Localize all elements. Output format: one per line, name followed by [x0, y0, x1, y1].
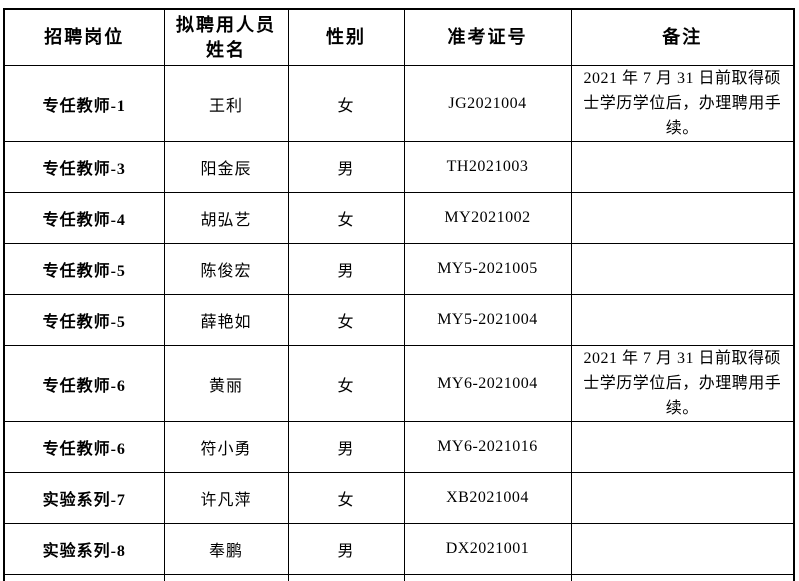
name-cell: 陈俊宏	[163, 243, 289, 295]
gender-cell: 女	[287, 472, 405, 524]
position-cell: 实验系列-7	[3, 472, 165, 524]
exam-number-cell: MY6-2021016	[403, 421, 572, 473]
column-header-3: 准考证号	[403, 8, 572, 66]
column-header-0: 招聘岗位	[3, 8, 165, 66]
name-cell: 胡弘艺	[163, 192, 289, 244]
position-cell: 专任教师-6	[3, 421, 165, 473]
position-cell: 专任教师-3	[3, 141, 165, 193]
name-cell: 黄丽	[163, 345, 289, 422]
position-cell: 专任教师-5	[3, 243, 165, 295]
column-header-4: 备注	[570, 8, 795, 66]
position-cell: 专任教师-1	[3, 65, 165, 142]
remark-cell	[570, 472, 795, 524]
exam-number-cell: YW2021006	[403, 574, 572, 581]
remark-cell: 2021 年 7 月 31 日前取得硕士学历学位后，办理聘用手续。	[570, 65, 795, 142]
header-row: 招聘岗位 拟聘用人员 姓名 性别 准考证号 备注	[3, 8, 795, 66]
table-row: 实验系列-7 许凡萍女 XB2021004	[3, 472, 795, 524]
remark-cell	[570, 294, 795, 346]
table-row: 专任教师-6 黄丽女 MY6-2021004 2021 年 7 月 31 日前取得硕士…	[3, 345, 795, 422]
name-cell: 王利	[163, 65, 289, 142]
table-row: 专任教师-4 胡弘艺女 MY2021002	[3, 192, 795, 244]
gender-cell: 女	[287, 294, 405, 346]
table-row: 专任教师-1 王利女 JG2021004 2021 年 7 月 31 日前取得硕士学历…	[3, 65, 795, 142]
table-row: 专任教师-5 陈俊宏男 MY5-2021005	[3, 243, 795, 295]
position-cell: 实验系列-8	[3, 523, 165, 575]
table-row: 专任教师-3 阳金辰男 TH2021003	[3, 141, 795, 193]
gender-cell: 女	[287, 574, 405, 581]
position-cell: 教辅系列-9	[3, 574, 165, 581]
name-cell: 薛艳如	[163, 294, 289, 346]
remark-cell	[570, 192, 795, 244]
gender-cell: 男	[287, 523, 405, 575]
position-cell: 专任教师-4	[3, 192, 165, 244]
table-row: 实验系列-8 奉鹏男 DX2021001	[3, 523, 795, 575]
position-cell: 专任教师-6	[3, 345, 165, 422]
remark-cell	[570, 141, 795, 193]
exam-number-cell: MY5-2021004	[403, 294, 572, 346]
name-cell: 许凡萍	[163, 472, 289, 524]
table-row: 专任教师-5 薛艳如女 MY5-2021004	[3, 294, 795, 346]
name-cell: 符小勇	[163, 421, 289, 473]
exam-number-cell: DX2021001	[403, 523, 572, 575]
exam-number-cell: MY5-2021005	[403, 243, 572, 295]
name-cell: 奉鹏	[163, 523, 289, 575]
exam-number-cell: MY6-2021004	[403, 345, 572, 422]
remark-cell	[570, 243, 795, 295]
recruitment-result-table: 招聘岗位 拟聘用人员 姓名 性别 准考证号 备注 专任教师-1 王利女 JG2021004 2…	[3, 8, 795, 581]
name-cell: 熊晓清	[163, 574, 289, 581]
gender-cell: 女	[287, 192, 405, 244]
table-row: 专任教师-6 符小勇男 MY6-2021016	[3, 421, 795, 473]
position-cell: 专任教师-5	[3, 294, 165, 346]
column-header-1: 拟聘用人员 姓名	[163, 8, 289, 66]
exam-number-cell: XB2021004	[403, 472, 572, 524]
gender-cell: 女	[287, 65, 405, 142]
gender-cell: 男	[287, 141, 405, 193]
remark-cell	[570, 574, 795, 581]
exam-number-cell: MY2021002	[403, 192, 572, 244]
table-body: 专任教师-1 王利女 JG2021004 2021 年 7 月 31 日前取得硕士学历…	[3, 65, 795, 581]
gender-cell: 男	[287, 421, 405, 473]
gender-cell: 男	[287, 243, 405, 295]
exam-number-cell: JG2021004	[403, 65, 572, 142]
exam-number-cell: TH2021003	[403, 141, 572, 193]
remark-cell: 2021 年 7 月 31 日前取得硕士学历学位后，办理聘用手续。	[570, 345, 795, 422]
table-row: 教辅系列-9熊晓清女YW2021006	[3, 574, 795, 581]
gender-cell: 女	[287, 345, 405, 422]
column-header-2: 性别	[287, 8, 405, 66]
name-cell: 阳金辰	[163, 141, 289, 193]
remark-cell	[570, 421, 795, 473]
remark-cell	[570, 523, 795, 575]
